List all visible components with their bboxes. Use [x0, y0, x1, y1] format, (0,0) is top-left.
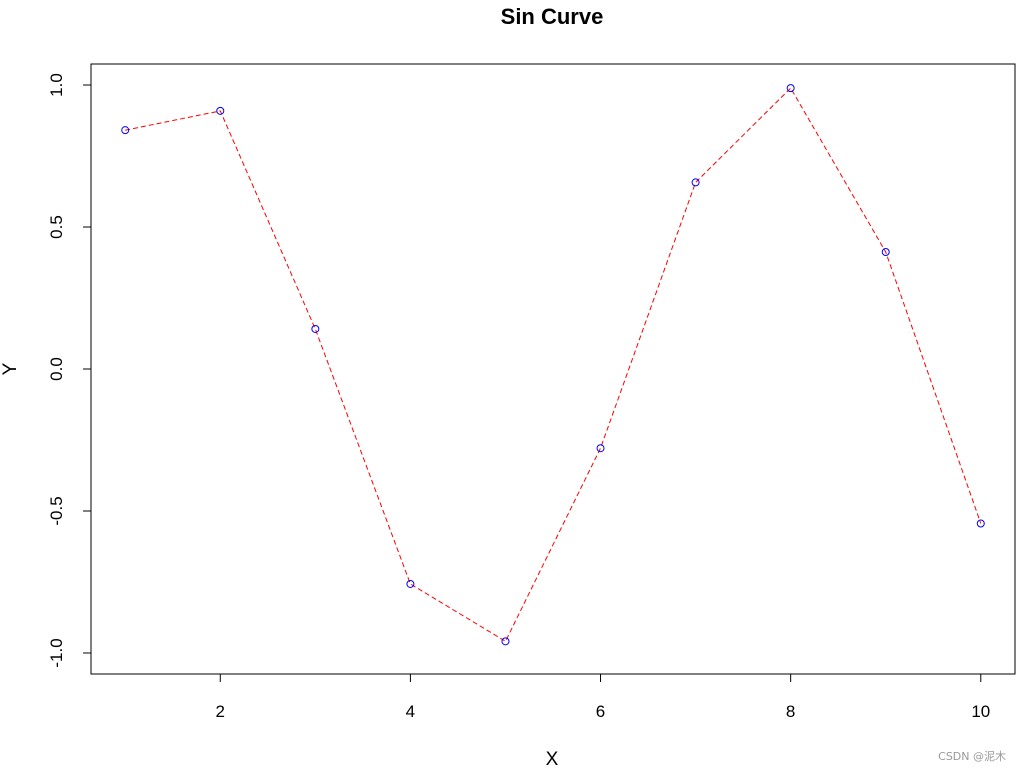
- y-axis-label: Y: [0, 362, 21, 375]
- data-point: [501, 637, 510, 646]
- data-point: [596, 444, 605, 453]
- data-point: [406, 579, 415, 588]
- plot-frame: [90, 63, 1016, 675]
- data-point: [786, 84, 795, 93]
- x-tick-label: 10: [971, 702, 990, 721]
- data-point: [121, 126, 130, 135]
- x-tick-label: 4: [406, 702, 415, 721]
- y-tick-label: 1.0: [47, 73, 66, 97]
- x-tick-label: 8: [786, 702, 795, 721]
- y-tick-label: -1.0: [47, 638, 66, 667]
- series-layer: [121, 84, 985, 646]
- y-tick-label: 0.0: [47, 357, 66, 381]
- watermark: CSDN @泥木: [938, 750, 1006, 763]
- data-point: [881, 247, 890, 256]
- x-axis-label: X: [546, 749, 559, 770]
- series-line: [125, 87, 982, 643]
- x-axis: 2 4 6 8 10: [216, 673, 990, 721]
- data-point: [216, 106, 225, 115]
- y-tick-label: 0.5: [47, 215, 66, 239]
- x-tick-label: 2: [216, 702, 225, 721]
- data-point: [311, 324, 320, 333]
- chart-title: Sin Curve: [501, 4, 604, 29]
- x-tick-label: 6: [596, 702, 605, 721]
- data-point: [691, 178, 700, 187]
- y-tick-label: -0.5: [47, 496, 66, 525]
- data-point: [976, 519, 985, 528]
- y-axis: -1.0 -0.5 0.0 0.5 1.0: [47, 73, 92, 668]
